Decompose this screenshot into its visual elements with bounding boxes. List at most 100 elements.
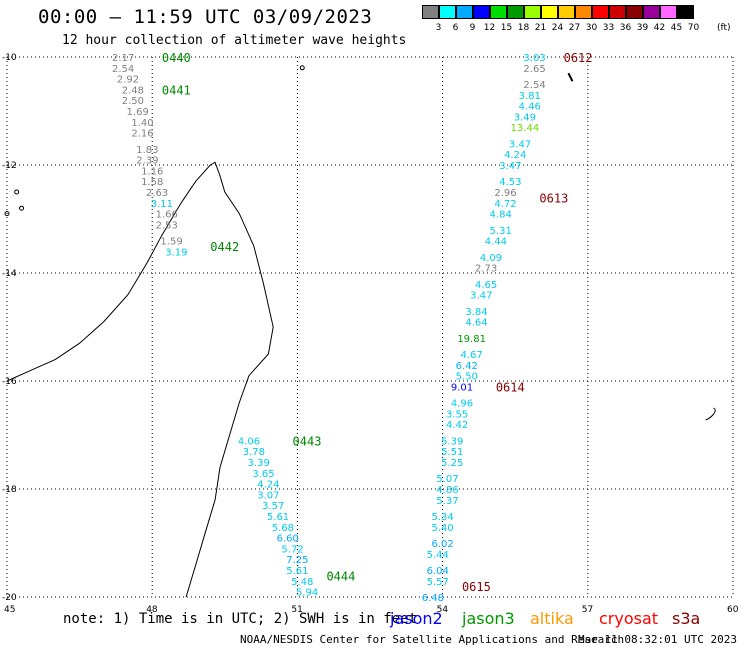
legend-label: 36 [619,23,632,33]
legend-label: 12 [483,23,496,33]
wave-height-value: 2.53 [156,220,178,231]
pass-time-label: 0440 [162,51,191,65]
wave-height-value: 1.40 [131,118,153,129]
wave-height-value: 5.48 [291,577,313,588]
legend-swatch [660,5,677,19]
island-outline [14,189,20,195]
legend-label: 33 [602,23,615,33]
wave-height-value: 3.57 [262,501,284,512]
wave-height-value: 3.19 [165,247,187,258]
wave-height-value: 5.34 [431,512,453,523]
pass-time-label: 0612 [564,51,593,65]
wave-height-value: 6.42 [456,361,478,372]
x-tick-label: 60 [727,605,739,615]
wave-height-value: 4.06 [238,436,260,447]
wave-height-value: 3.78 [243,447,265,458]
footer-credit: NOAA/NESDIS Center for Satellite Applica… [240,633,625,646]
legend-swatch [592,5,609,19]
wave-height-value: 4.65 [475,280,497,291]
wave-height-value: 3.65 [252,469,274,480]
wave-height-value: 4.86 [436,485,458,496]
pass-time-label: 0615 [462,580,491,594]
page-title: 00:00 – 11:59 UTC 03/09/2023 [38,6,373,28]
island-outline [4,211,10,217]
y-tick-label: -12 [2,161,17,171]
island-outline [299,65,305,71]
legend-label: 42 [653,23,666,33]
island-outline [19,205,25,211]
x-tick-label: 45 [4,605,15,615]
wave-height-value: 5.07 [436,474,458,485]
legend-label: 9 [469,23,476,33]
wave-height-value: 4.09 [480,253,502,264]
wave-height-value: 5.57 [427,577,449,588]
wave-height-value: 5.61 [286,566,308,577]
wave-height-value: 5.37 [436,496,458,507]
wave-height-value: 3.84 [465,307,487,318]
legend-label: 45 [670,23,683,33]
island-outline [705,407,716,421]
legend-swatch [490,5,507,19]
wave-height-value: 2.63 [146,188,168,199]
note-text: note: 1) Time is in UTC; 2) SWH is in fe… [63,611,418,627]
wave-height-value: 3.47 [499,161,521,172]
wave-height-value: 5.68 [272,523,294,534]
wave-height-value: 2.96 [494,188,516,199]
legend-swatch [422,5,439,19]
y-tick-label: -16 [2,377,17,387]
legend-swatch [558,5,575,19]
wave-height-value: 6.02 [431,539,453,550]
legend-swatch [643,5,660,19]
pass-time-label: 0614 [496,380,525,394]
wave-height-value: 3.47 [509,139,531,150]
wave-height-value: 2.50 [122,96,144,107]
legend-label: 21 [534,23,547,33]
sat-s3a: s3a [672,609,701,628]
wave-height-value: 4.64 [465,318,487,329]
legend-swatch [473,5,490,19]
wave-height-value: 3.39 [248,458,270,469]
wave-height-value: 9.01 [451,382,473,393]
wave-height-value: 7.25 [286,555,308,566]
wave-height-value: 4.96 [451,399,473,410]
legend-swatch [524,5,541,19]
y-tick-label: -18 [2,485,17,495]
wave-height-value: 4.24 [504,150,526,161]
wave-height-value: 5.39 [441,436,463,447]
wave-height-value: 3.49 [514,112,536,123]
legend-swatch [575,5,592,19]
wave-height-value: 6.04 [427,566,449,577]
pass-time-label: 0443 [293,434,322,448]
wave-height-value: 19.81 [457,334,486,345]
wave-height-value: 1.69 [127,107,149,118]
footer-timestamp: Mar 11 08:32:01 UTC 2023 [578,633,737,646]
legend-label: 18 [517,23,530,33]
wave-height-value: 1.59 [160,237,182,248]
legend-label: 27 [568,23,581,33]
legend-swatch [626,5,643,19]
sat-altika: altika [530,609,574,628]
wave-height-value: 5.94 [296,588,318,599]
wave-height-value: 4.42 [446,420,468,431]
legend-swatch [609,5,626,19]
wave-height-value: 3.81 [519,91,541,102]
wave-height-value: 4.67 [461,350,483,361]
page-subtitle: 12 hour collection of altimeter wave hei… [62,33,407,48]
wave-height-value: 5.61 [267,512,289,523]
wave-height-value: 6.48 [422,593,444,604]
island-outline [567,72,574,82]
wave-height-value: 5.44 [427,550,449,561]
y-tick-label: -10 [2,53,17,63]
wave-height-value: 2.73 [475,264,497,275]
legend-swatch [439,5,456,19]
wave-height-value: 2.54 [523,80,545,91]
wave-height-value: 13.44 [511,123,540,134]
coastline-madagascar [6,161,274,598]
x-tick-label: 48 [146,605,158,615]
legend-swatch [677,5,694,19]
wave-height-value: 5.31 [490,226,512,237]
wave-height-value: 3.07 [257,490,279,501]
wave-height-value: 1.83 [136,145,158,156]
wave-height-value: 4.46 [519,102,541,113]
wave-height-value: 2.39 [136,156,158,167]
